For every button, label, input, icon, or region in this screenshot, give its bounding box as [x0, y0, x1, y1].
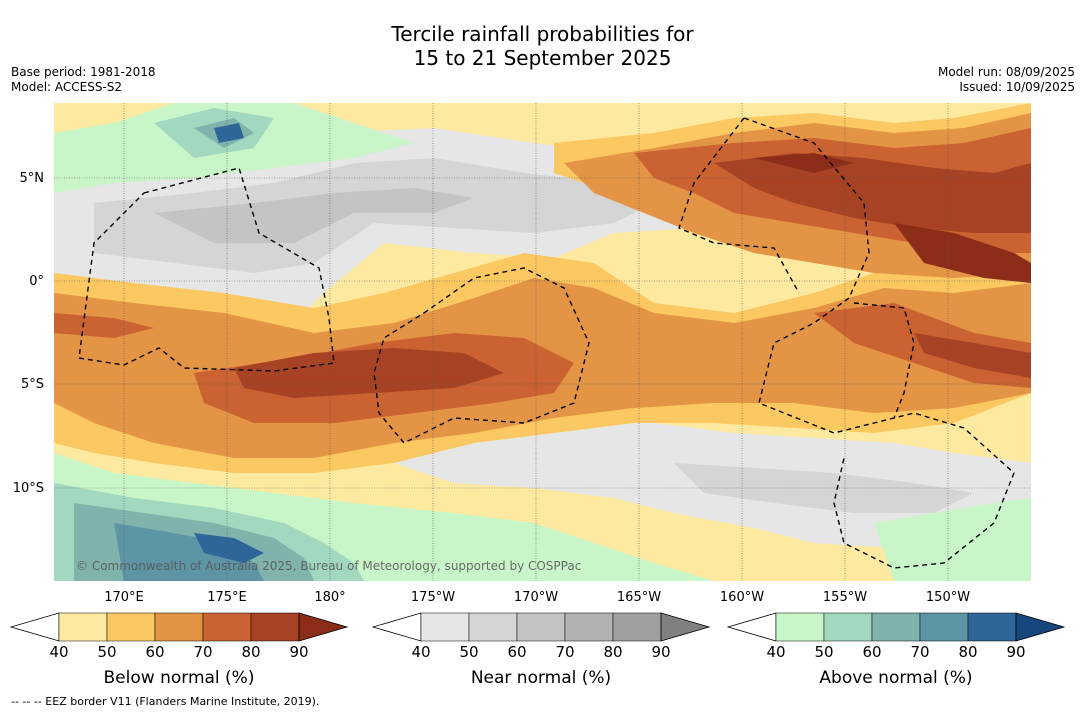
eez-legend-footer: -- -- -- EEZ border V11 (Flanders Marine…	[11, 695, 320, 708]
cb3-tick-50: 50	[814, 643, 834, 661]
cb1-tick-60: 60	[145, 643, 165, 661]
cb2-tick-90: 90	[651, 643, 671, 661]
lon-label-170w: 170°W	[513, 590, 559, 605]
meta-left: Base period: 1981-2018 Model: ACCESS-S2	[11, 65, 156, 95]
lat-label-10s: 10°S	[12, 481, 44, 496]
cb2-title: Near normal (%)	[470, 668, 612, 688]
cb3-tick-80: 80	[958, 643, 978, 661]
eez-borders	[78, 117, 1015, 569]
lon-label-170e: 170°E	[104, 590, 144, 605]
colorbar-segment	[775, 612, 825, 642]
cb3-tick-40: 40	[766, 643, 786, 661]
base-period-text: Base period: 1981-2018	[11, 65, 156, 79]
cb2-tick-80: 80	[603, 643, 623, 661]
above-normal-regions	[54, 103, 1031, 581]
colorbar-extension-low	[727, 612, 777, 642]
meta-right: Model run: 08/09/2025 Issued: 10/09/2025	[938, 65, 1075, 95]
colorbar-above-normal	[727, 612, 1066, 642]
cb2-tick-60: 60	[507, 643, 527, 661]
lat-label-5s: 5°S	[20, 377, 44, 392]
title-line-2: 15 to 21 September 2025	[413, 46, 672, 70]
cb1-title: Below normal (%)	[103, 668, 255, 688]
colorbar-segment	[564, 612, 614, 642]
colorbar-segment	[106, 612, 156, 642]
cb1-tick-90: 90	[289, 643, 309, 661]
colorbar-extension-high	[660, 612, 711, 642]
colorbar-segment	[823, 612, 873, 642]
map-title: Tercile rainfall probabilities for 15 to…	[0, 22, 1085, 70]
cb3-tick-60: 60	[862, 643, 882, 661]
colorbar-segment	[871, 612, 921, 642]
lon-label-155w: 155°W	[822, 590, 868, 605]
lon-label-160w: 160°W	[719, 590, 765, 605]
model-text: Model: ACCESS-S2	[11, 80, 123, 94]
colorbar-segment	[58, 612, 108, 642]
lon-label-150w: 150°W	[925, 590, 971, 605]
issued-text: Issued: 10/09/2025	[959, 80, 1075, 94]
cb2-tick-50: 50	[459, 643, 479, 661]
graticule	[54, 103, 1031, 581]
copyright-notice: © Commonwealth of Australia 2025, Bureau…	[76, 559, 582, 573]
colorbar-segment	[250, 612, 300, 642]
colorbar-extension-low	[10, 612, 60, 642]
title-line-1: Tercile rainfall probabilities for	[391, 22, 694, 46]
lon-label-165w: 165°W	[616, 590, 662, 605]
cb2-tick-70: 70	[555, 643, 575, 661]
colorbar-segment	[154, 612, 204, 642]
lon-label-180: 180°	[314, 590, 346, 605]
colorbar-segment	[967, 612, 1017, 642]
lon-label-175w: 175°W	[410, 590, 456, 605]
lon-label-175e: 175°E	[207, 590, 247, 605]
colorbar-segment	[468, 612, 518, 642]
cb3-tick-70: 70	[910, 643, 930, 661]
colorbar-extension-high	[1015, 612, 1066, 642]
colorbar-extension-low	[372, 612, 422, 642]
cb3-title: Above normal (%)	[819, 668, 973, 688]
lat-label-0: 0°	[29, 274, 44, 289]
lat-label-5n: 5°N	[19, 171, 45, 186]
rainfall-probability-map	[54, 103, 1031, 581]
colorbar-segment	[420, 612, 470, 642]
colorbar-segment	[202, 612, 252, 642]
colorbar-below-normal	[10, 612, 349, 642]
cb2-tick-40: 40	[411, 643, 431, 661]
cb1-tick-70: 70	[193, 643, 213, 661]
cb3-tick-90: 90	[1006, 643, 1026, 661]
colorbar-segment	[612, 612, 662, 642]
cb1-tick-40: 40	[49, 643, 69, 661]
colorbar-extension-high	[298, 612, 349, 642]
model-run-text: Model run: 08/09/2025	[937, 65, 1075, 79]
below-normal-regions	[54, 103, 1031, 473]
cb1-tick-80: 80	[241, 643, 261, 661]
colorbar-segment	[919, 612, 969, 642]
cb1-tick-50: 50	[97, 643, 117, 661]
colorbar-near-normal	[372, 612, 711, 642]
colorbar-segment	[516, 612, 566, 642]
